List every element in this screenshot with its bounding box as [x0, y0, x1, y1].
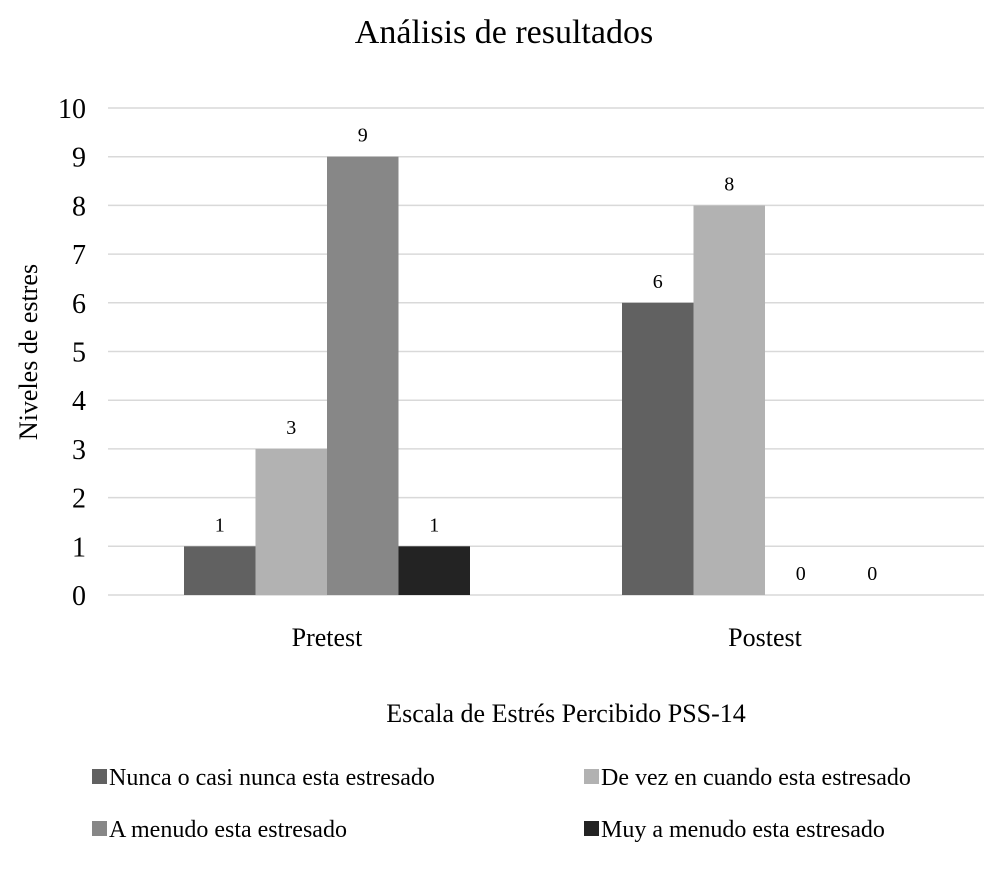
legend-swatch — [92, 769, 107, 784]
legend-item: Nunca o casi nunca esta estresado — [92, 765, 435, 791]
bar — [693, 205, 765, 595]
legend-label: Nunca o casi nunca esta estresado — [109, 765, 435, 791]
y-axis-label: Niveles de estres — [14, 264, 43, 440]
legend-swatch — [584, 769, 599, 784]
data-label: 9 — [358, 125, 368, 147]
y-tick-label: 6 — [72, 289, 86, 320]
data-label: 1 — [429, 514, 439, 536]
y-axis-ticks: 0 1 2 3 4 5 6 7 8 9 10 — [58, 94, 86, 612]
bar — [255, 448, 327, 595]
legend-swatch — [584, 821, 599, 836]
legend-item: De vez en cuando esta estresado — [584, 765, 911, 791]
x-axis-label: Escala de Estrés Percibido PSS-14 — [386, 699, 746, 728]
legend: Nunca o casi nunca esta estresado De vez … — [92, 765, 911, 843]
x-axis-ticks: Pretest Postest — [292, 623, 803, 652]
bar — [622, 302, 694, 595]
data-label: 0 — [867, 563, 877, 585]
legend-label: A menudo esta estresado — [109, 817, 347, 843]
y-tick-label: 5 — [72, 338, 86, 369]
data-label: 0 — [796, 563, 806, 585]
y-tick-label: 4 — [72, 386, 86, 417]
bars — [184, 156, 765, 595]
y-tick-label: 2 — [72, 484, 86, 515]
bar — [184, 546, 256, 595]
bar — [327, 156, 399, 595]
chart-title: Análisis de resultados — [355, 14, 653, 51]
y-tick-label: 7 — [72, 240, 86, 271]
y-tick-label: 3 — [72, 435, 86, 466]
y-tick-label: 9 — [72, 143, 86, 174]
bar — [398, 546, 470, 595]
legend-swatch — [92, 821, 107, 836]
x-tick-label: Pretest — [292, 623, 364, 652]
legend-item: Muy a menudo esta estresado — [584, 817, 885, 843]
y-tick-label: 8 — [72, 191, 86, 222]
data-label: 6 — [653, 271, 663, 293]
y-tick-label: 1 — [72, 532, 86, 563]
x-tick-label: Postest — [728, 623, 802, 652]
data-label: 8 — [724, 173, 734, 195]
legend-item: A menudo esta estresado — [92, 817, 347, 843]
y-tick-label: 10 — [58, 94, 86, 125]
legend-label: Muy a menudo esta estresado — [601, 817, 885, 843]
legend-label: De vez en cuando esta estresado — [601, 765, 911, 791]
gridlines — [108, 107, 984, 596]
y-tick-label: 0 — [72, 581, 86, 612]
data-label: 3 — [286, 417, 296, 439]
data-label: 1 — [215, 514, 225, 536]
